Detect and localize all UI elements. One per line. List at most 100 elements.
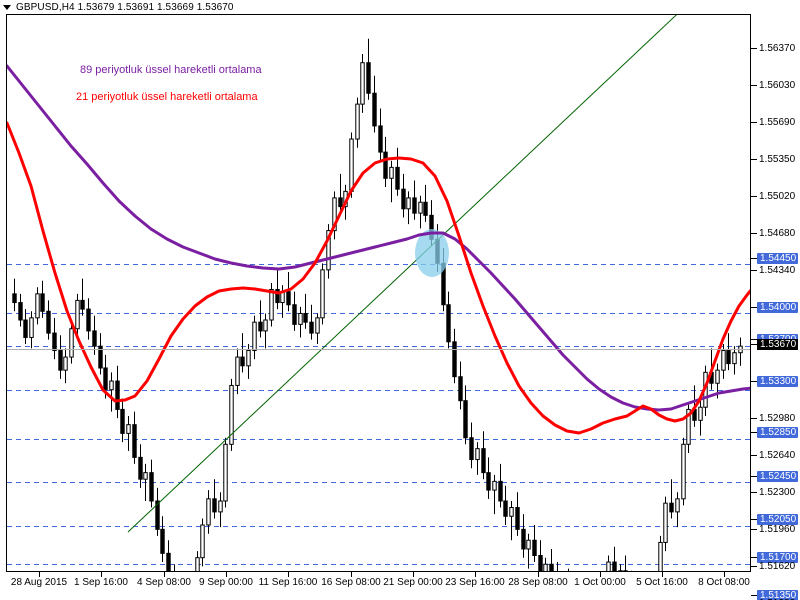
ema-crossover-highlight[interactable] [415,229,449,277]
candle-body-bearish [538,555,543,571]
candle-body-bearish [12,293,17,304]
candle-body-bearish [103,367,108,391]
price-tick [751,159,757,160]
candle-body-bearish [452,341,457,378]
candle-body-bullish [218,500,223,513]
candle-body-bearish [503,500,508,517]
price-tick [751,233,757,234]
candle-body-bearish [275,288,280,304]
time-tick [600,572,601,577]
price-tick [751,344,757,345]
candle-body-bullish [320,269,325,319]
candle-body-bearish [115,380,120,410]
candle-body-bullish [252,321,257,352]
ema21-line-group [7,121,750,435]
candle-body-bearish [286,291,291,306]
candle-body-bullish [35,293,40,319]
price-level-highlight-label[interactable]: 1.51700 [757,552,799,563]
candle-body-bearish [481,448,486,474]
candle-body-bullish [206,498,211,526]
candle-body-bearish [46,310,51,334]
candle-body-bearish [338,197,343,208]
candle-body-bearish [486,472,491,491]
price-level-highlight-label[interactable]: 1.52850 [757,427,799,438]
candle-body-bullish [663,502,668,543]
time-axis-label: 5 Oct 16:00 [636,577,688,588]
trendline-group [127,15,690,533]
candle-body-bullish [675,498,680,513]
candle-body-bearish [532,539,537,557]
price-tick [751,492,757,493]
candle-body-bearish [401,188,406,210]
price-tick [751,595,757,596]
candle-body-bullish [715,369,720,384]
time-tick [475,572,476,577]
current-price-label[interactable]: 1.53670 [757,339,799,350]
candle-body-bullish [223,443,228,502]
time-axis-label: 16 Sep 08:00 [321,577,381,588]
candle-body-bullish [235,356,240,386]
candle-body-bearish [166,552,171,571]
candle-body-bullish [686,408,691,445]
price-level-highlight-label[interactable]: 1.51350 [757,590,799,600]
time-axis-label: 21 Sep 00:00 [383,577,443,588]
price-axis-label: 1.54340 [759,265,796,276]
candle-body-bullish [200,524,205,559]
candle-body-bearish [498,480,503,502]
price-axis-label: 1.56030 [759,80,796,91]
candle-body-bullish [418,201,423,214]
time-tick [288,572,289,577]
candle-body-bearish [292,304,297,325]
candle-body-bearish [18,302,23,321]
price-axis-label: 1.55690 [759,117,796,128]
candle-body-bearish [258,321,263,332]
candle-body-bearish [52,332,57,352]
candle-body-bullish [143,472,148,480]
price-tick [751,48,757,49]
candle-body-bearish [80,299,85,310]
candle-body-bearish [521,528,526,550]
candle-body-bullish [360,62,365,105]
price-level-highlight-label[interactable]: 1.54000 [757,302,799,313]
ema89-line-group [7,64,750,412]
chevron-down-icon[interactable] [3,4,11,10]
price-tick [751,381,757,382]
candle-body-bearish [120,408,125,434]
price-tick [751,418,757,419]
time-tick [538,572,539,577]
price-level-highlight-label[interactable]: 1.53300 [757,376,799,387]
time-axis-label: 11 Sep 16:00 [258,577,318,588]
price-tick [751,519,757,520]
candle-body-bullish [492,480,497,491]
candle-body-bearish [515,507,520,530]
time-axis-label: 9 Sep 00:00 [199,577,253,588]
candle-body-bullish [543,563,548,571]
ascending-support-trendline[interactable] [127,15,690,533]
price-tick [751,270,757,271]
price-level-highlight-label[interactable]: 1.52050 [757,514,799,525]
candle-body-bullish [406,197,411,210]
chart-plot-area[interactable] [6,14,751,572]
price-tick [751,122,757,123]
time-axis-label: 28 Aug 2015 [10,577,68,588]
price-scale-axis[interactable]: 1.567101.563701.560301.556901.553501.550… [751,6,800,600]
price-level-highlight-label[interactable]: 1.54450 [757,253,799,264]
candlesticks-group [12,38,743,571]
candle-body-bearish [155,500,160,530]
price-axis-label: 1.56370 [759,43,796,54]
time-scale-axis[interactable]: 28 Aug 2015 1 Sep 16:00 4 Sep 08:00 9 Sep 0… [6,572,751,600]
price-level-highlight-label[interactable]: 1.52450 [757,471,799,482]
price-axis-label: 1.52640 [759,450,796,461]
candle-body-bearish [423,201,428,216]
chart-canvas [7,15,750,571]
candle-body-bullish [658,541,663,571]
candle-body-bullish [681,443,686,500]
time-tick [351,572,352,577]
candle-body-bearish [726,350,731,365]
ema89-line [7,64,750,412]
price-tick [751,339,757,340]
candle-body-bearish [212,498,217,513]
candle-body-bearish [138,456,143,480]
price-tick [751,557,757,558]
candle-body-bearish [366,62,371,94]
